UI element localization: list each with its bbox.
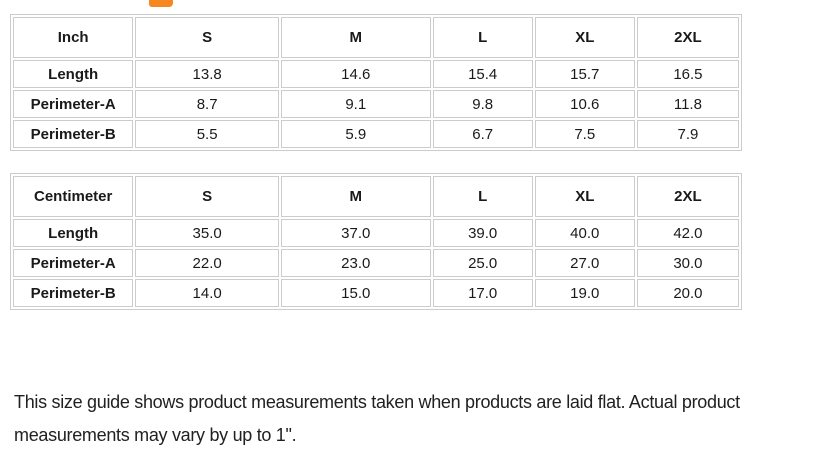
measurement-value: 30.0 xyxy=(636,249,739,277)
size-col-header: XL xyxy=(534,17,635,58)
size-col-header: S xyxy=(135,176,279,217)
row-label: Perimeter-A xyxy=(13,90,134,118)
unit-header-cell: Centimeter xyxy=(13,176,134,217)
row-label: Perimeter-A xyxy=(13,249,134,277)
measurement-value: 15.0 xyxy=(280,279,431,307)
measurement-value: 13.8 xyxy=(135,60,279,88)
measurement-value: 17.0 xyxy=(432,279,533,307)
row-label: Length xyxy=(13,219,134,247)
table-row: Length 35.0 37.0 39.0 40.0 42.0 xyxy=(13,219,739,247)
measurement-value: 7.9 xyxy=(636,120,739,148)
measurement-value: 22.0 xyxy=(135,249,279,277)
measurement-value: 42.0 xyxy=(636,219,739,247)
row-label: Perimeter-B xyxy=(13,120,134,148)
measurement-value: 14.0 xyxy=(135,279,279,307)
row-label: Perimeter-B xyxy=(13,279,134,307)
measurement-value: 19.0 xyxy=(534,279,635,307)
unit-header-cell: Inch xyxy=(13,17,134,58)
table-row: Perimeter-A 8.7 9.1 9.8 10.6 11.8 xyxy=(13,90,739,118)
table-header-row: Centimeter S M L XL 2XL xyxy=(13,176,739,217)
measurement-value: 9.8 xyxy=(432,90,533,118)
size-col-header: XL xyxy=(534,176,635,217)
size-col-header: L xyxy=(432,17,533,58)
size-col-header: 2XL xyxy=(636,17,739,58)
table-row: Length 13.8 14.6 15.4 15.7 16.5 xyxy=(13,60,739,88)
measurement-value: 9.1 xyxy=(280,90,431,118)
size-tables: Inch S M L XL 2XL Length 13.8 14.6 15.4 … xyxy=(10,14,742,310)
measurement-value: 8.7 xyxy=(135,90,279,118)
measurement-value: 14.6 xyxy=(280,60,431,88)
size-col-header: M xyxy=(280,176,431,217)
inch-size-table: Inch S M L XL 2XL Length 13.8 14.6 15.4 … xyxy=(10,14,742,151)
table-row: Perimeter-A 22.0 23.0 25.0 27.0 30.0 xyxy=(13,249,739,277)
measurement-value: 40.0 xyxy=(534,219,635,247)
row-label: Length xyxy=(13,60,134,88)
measurement-value: 20.0 xyxy=(636,279,739,307)
size-col-header: 2XL xyxy=(636,176,739,217)
measurement-value: 10.6 xyxy=(534,90,635,118)
measurement-value: 23.0 xyxy=(280,249,431,277)
table-row: Perimeter-B 14.0 15.0 17.0 19.0 20.0 xyxy=(13,279,739,307)
measurement-value: 16.5 xyxy=(636,60,739,88)
size-col-header: L xyxy=(432,176,533,217)
measurement-value: 7.5 xyxy=(534,120,635,148)
cut-off-heading-glyph xyxy=(149,0,173,7)
measurement-value: 6.7 xyxy=(432,120,533,148)
measurement-value: 35.0 xyxy=(135,219,279,247)
measurement-value: 15.4 xyxy=(432,60,533,88)
table-header-row: Inch S M L XL 2XL xyxy=(13,17,739,58)
size-col-header: S xyxy=(135,17,279,58)
table-row: Perimeter-B 5.5 5.9 6.7 7.5 7.9 xyxy=(13,120,739,148)
measurement-value: 39.0 xyxy=(432,219,533,247)
measurement-value: 27.0 xyxy=(534,249,635,277)
centimeter-size-table: Centimeter S M L XL 2XL Length 35.0 37.0… xyxy=(10,173,742,310)
size-col-header: M xyxy=(280,17,431,58)
measurement-value: 25.0 xyxy=(432,249,533,277)
measurement-value: 5.9 xyxy=(280,120,431,148)
size-guide-note: This size guide shows product measuremen… xyxy=(14,392,740,445)
measurement-value: 11.8 xyxy=(636,90,739,118)
measurement-value: 5.5 xyxy=(135,120,279,148)
measurement-value: 15.7 xyxy=(534,60,635,88)
measurement-value: 37.0 xyxy=(280,219,431,247)
